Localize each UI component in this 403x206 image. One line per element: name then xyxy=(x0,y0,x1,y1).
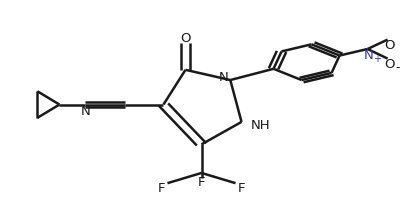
Text: +: + xyxy=(373,53,381,63)
Text: O: O xyxy=(180,32,191,44)
Text: F: F xyxy=(158,181,165,194)
Text: N: N xyxy=(219,70,229,83)
Text: F: F xyxy=(238,181,245,194)
Text: F: F xyxy=(198,175,205,188)
Text: O: O xyxy=(384,39,395,52)
Text: NH: NH xyxy=(251,119,270,132)
Text: -: - xyxy=(395,61,400,74)
Text: O: O xyxy=(384,58,395,71)
Text: N: N xyxy=(364,49,374,62)
Text: N: N xyxy=(81,104,90,117)
